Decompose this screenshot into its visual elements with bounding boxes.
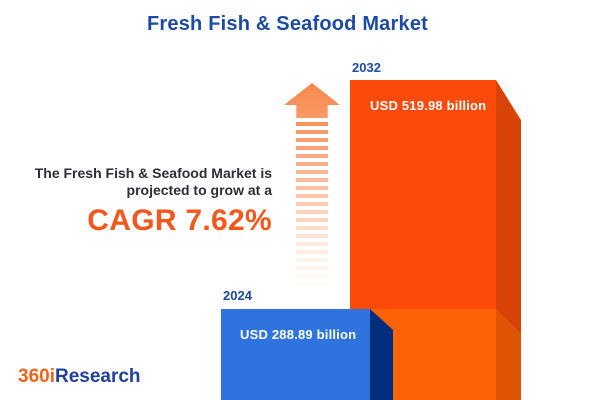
bar-2024-value-label: USD 288.89 billion bbox=[240, 327, 357, 342]
logo-suffix: Research bbox=[54, 366, 141, 387]
description-line-1: The Fresh Fish & Seafood Market is bbox=[34, 165, 272, 181]
bar-2032-year-label: 2032 bbox=[352, 60, 381, 75]
description-line-2: projected to grow at a bbox=[126, 182, 272, 198]
bar-2024-year-label: 2024 bbox=[223, 288, 252, 303]
bar-2032-side-face-lower bbox=[496, 309, 521, 400]
growth-arrow-head bbox=[284, 83, 340, 118]
bar-2024: USD 288.89 billion bbox=[221, 309, 370, 400]
cagr-value: CAGR 7.62% bbox=[87, 204, 272, 237]
growth-arrow-fade bbox=[294, 122, 330, 298]
bar-2024-side-face bbox=[370, 309, 393, 400]
logo: 360iResearch bbox=[18, 366, 141, 388]
bar-2032-side-face bbox=[496, 80, 521, 400]
description-block: The Fresh Fish & Seafood Market is proje… bbox=[35, 165, 272, 238]
page-title: Fresh Fish & Seafood Market bbox=[146, 13, 428, 35]
bar-2032-value-label: USD 519.98 billion bbox=[370, 98, 487, 113]
logo-prefix: 360i bbox=[18, 366, 55, 387]
